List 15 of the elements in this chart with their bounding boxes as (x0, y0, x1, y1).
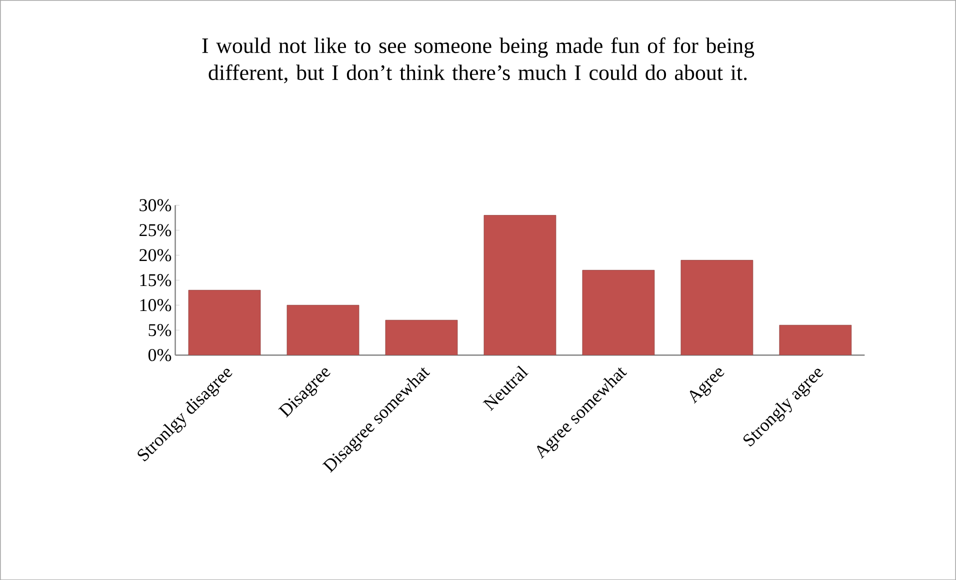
bar (188, 290, 261, 355)
bar (779, 324, 852, 355)
chart-title: I would not like to see someone being made fun of for being different, but I don’t think there’s much I could do about it. (202, 37, 754, 84)
y-tick-label: 10% (140, 298, 172, 312)
bar (582, 270, 655, 355)
y-tick-label: 5% (148, 324, 172, 336)
y-tick-label: 15% (140, 274, 172, 286)
y-tick-label: 20% (140, 248, 172, 262)
y-tick-label: 0% (148, 348, 172, 362)
bar (484, 214, 556, 355)
y-tick-label: 25% (140, 224, 172, 236)
y-tick-label: 30% (140, 198, 172, 212)
bar (286, 304, 360, 355)
bar (385, 320, 458, 355)
bar (680, 260, 754, 355)
